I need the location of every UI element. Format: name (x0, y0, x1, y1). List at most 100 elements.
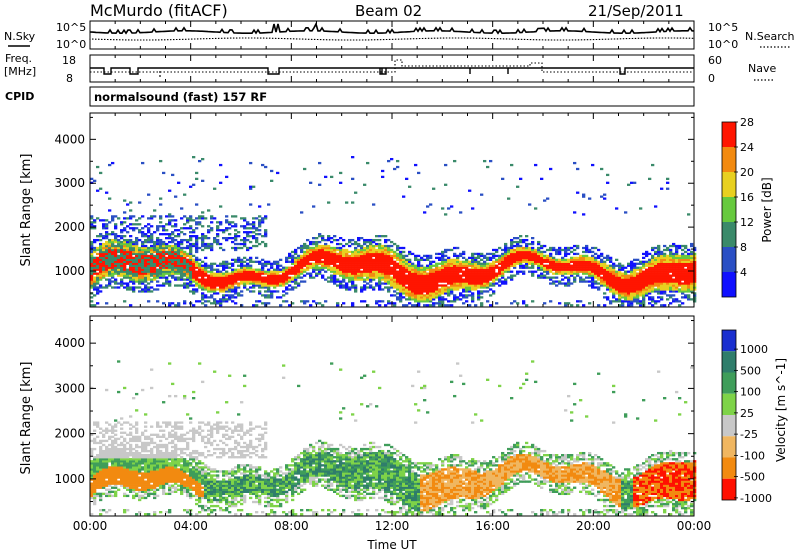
heatmap-cell (519, 266, 523, 269)
heatmap-cell (372, 270, 376, 273)
heatmap-cell (579, 262, 583, 265)
heatmap-cell (90, 254, 94, 258)
heatmap-cell (519, 260, 523, 263)
heatmap-cell (411, 268, 415, 271)
heatmap-cell (483, 262, 487, 265)
heatmap-cell (390, 244, 394, 248)
heatmap-cell (309, 250, 313, 254)
heatmap-cell (492, 252, 496, 256)
heatmap-cell (126, 225, 130, 228)
heatmap-cell (564, 260, 568, 263)
heatmap-cell (219, 264, 223, 267)
heatmap-cell (390, 286, 394, 289)
heatmap-cell (165, 262, 169, 265)
heatmap-cell (615, 280, 619, 283)
heatmap-cell (252, 284, 256, 287)
heatmap-cell (435, 296, 439, 299)
heatmap-cell (144, 233, 148, 236)
heatmap-cell (606, 173, 610, 177)
heatmap-cell (429, 298, 433, 301)
heatmap-cell (486, 262, 490, 265)
heatmap-cell (645, 264, 649, 267)
heatmap-cell (129, 490, 133, 493)
heatmap-cell (633, 181, 637, 184)
heatmap-cell (423, 254, 427, 258)
heatmap-cell (132, 246, 136, 250)
heatmap-cell (129, 427, 133, 430)
heatmap-cell (663, 266, 667, 269)
heatmap-cell (549, 268, 553, 271)
heatmap-cell (246, 280, 250, 283)
heatmap-cell (579, 258, 583, 261)
heatmap-cell (657, 266, 661, 269)
heatmap-cell (165, 215, 169, 218)
heatmap-cell (129, 201, 133, 204)
heatmap-cell (615, 270, 619, 273)
heatmap-cell (135, 252, 139, 256)
heatmap-cell (120, 262, 124, 265)
heatmap-cell (339, 272, 343, 275)
heatmap-cell (114, 454, 118, 457)
heatmap-cell (306, 238, 310, 242)
heatmap-cell (453, 252, 457, 256)
heatmap-cell (351, 266, 355, 269)
heatmap-cell (675, 260, 679, 263)
heatmap-cell (375, 260, 379, 263)
heatmap-cell (102, 286, 106, 289)
heatmap-cell (639, 274, 643, 277)
heatmap-cell (510, 276, 514, 279)
heatmap-cell (405, 286, 409, 289)
heatmap-cell (183, 282, 187, 285)
heatmap-cell (147, 256, 151, 260)
heatmap-cell (543, 250, 547, 254)
heatmap-cell (483, 290, 487, 293)
heatmap-cell (186, 217, 190, 220)
heatmap-cell (168, 223, 172, 226)
heatmap-cell (132, 451, 136, 455)
nsearch-label: N.Search (745, 30, 795, 43)
heatmap-cell (255, 268, 259, 271)
heatmap-cell (243, 256, 247, 260)
heatmap-cell (135, 280, 139, 283)
heatmap-cell (492, 254, 496, 258)
heatmap-cell (129, 474, 133, 477)
heatmap-cell (195, 258, 199, 261)
heatmap-cell (93, 266, 97, 269)
heatmap-cell (669, 264, 673, 267)
heatmap-cell (270, 270, 274, 273)
heatmap-cell (660, 286, 664, 289)
heatmap-cell (522, 246, 526, 250)
heatmap-cell (270, 264, 274, 267)
heatmap-cell (93, 498, 97, 502)
heatmap-cell (261, 294, 265, 297)
heatmap-cell (147, 300, 151, 303)
heatmap-cell (315, 268, 319, 271)
heatmap-cell (384, 246, 388, 250)
heatmap-cell (126, 474, 130, 477)
heatmap-cell (306, 250, 310, 254)
heatmap-cell (591, 280, 595, 283)
heatmap-cell (204, 272, 208, 275)
heatmap-cell (417, 300, 421, 303)
heatmap-cell (594, 266, 598, 269)
heatmap-cell (378, 286, 382, 289)
heatmap-cell (603, 274, 607, 277)
heatmap-cell (447, 290, 451, 293)
heatmap-cell (138, 217, 142, 220)
heatmap-cell (99, 260, 103, 263)
heatmap-cell (627, 288, 631, 291)
heatmap-cell (630, 288, 634, 291)
heatmap-cell (324, 250, 328, 254)
heatmap-cell (117, 254, 121, 258)
heatmap-cell (99, 496, 103, 500)
heatmap-cell (216, 276, 220, 279)
heatmap-cell (453, 272, 457, 275)
heatmap-cell (348, 288, 352, 291)
heatmap-cell (351, 264, 355, 267)
heatmap-cell (261, 278, 265, 281)
heatmap-cell (597, 304, 601, 307)
heatmap-cell (369, 254, 373, 258)
heatmap-cell (588, 250, 592, 254)
heatmap-cell (300, 256, 304, 260)
heatmap-cell (441, 272, 445, 275)
